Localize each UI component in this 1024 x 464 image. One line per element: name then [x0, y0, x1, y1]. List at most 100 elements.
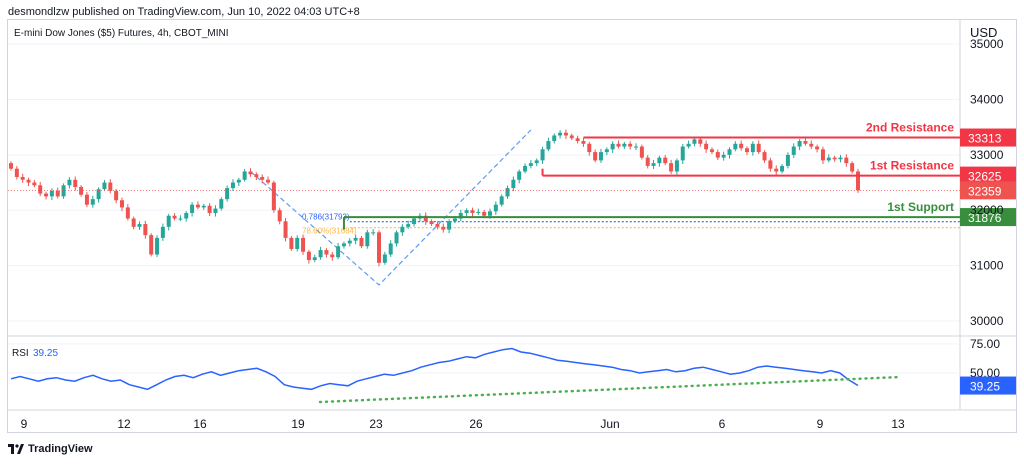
- time-tick-label: 9: [817, 417, 824, 431]
- candle-body: [108, 182, 113, 191]
- candle-body: [79, 186, 84, 195]
- candle-body: [248, 171, 253, 175]
- candle-body: [166, 215, 171, 227]
- last-price-value: 32359: [968, 184, 1002, 198]
- currency-label: USD: [970, 25, 997, 40]
- grid-lines: [8, 43, 960, 322]
- candle-body: [803, 141, 808, 144]
- candle-body: [447, 221, 452, 230]
- candle-body: [423, 215, 428, 222]
- price-tick-label: 34000: [970, 93, 1004, 107]
- candle-body: [820, 149, 825, 161]
- candle-body: [236, 179, 241, 183]
- tradingview-logo-icon: [8, 444, 24, 454]
- candle-body: [96, 189, 101, 200]
- candle-body: [435, 224, 440, 227]
- level-price-value: 31876: [968, 211, 1002, 225]
- candle-body: [347, 240, 352, 244]
- fib-level-label: 78.60%(31684): [302, 227, 357, 236]
- level-label: 1st Resistance: [870, 159, 954, 173]
- candle-body: [791, 146, 796, 155]
- candle-body: [499, 196, 504, 205]
- candle-body: [178, 218, 183, 220]
- fib-level-label: 0.786(31793): [302, 213, 350, 222]
- candle-body: [698, 139, 703, 144]
- candle-body: [341, 243, 346, 247]
- candle-body: [628, 143, 633, 147]
- candle-body: [371, 232, 376, 234]
- candle-body: [90, 199, 95, 205]
- candle-body: [809, 143, 814, 147]
- candle-body: [160, 226, 165, 238]
- candle-body: [26, 179, 31, 183]
- candle-body: [55, 190, 60, 197]
- candle-body: [797, 141, 802, 147]
- candle-body: [137, 224, 142, 227]
- candle-body: [826, 157, 831, 161]
- candle-body: [412, 218, 417, 225]
- candle-body: [114, 190, 119, 201]
- candle-body: [686, 143, 691, 147]
- level-price-tag: [960, 128, 1016, 147]
- candle-body: [540, 149, 545, 161]
- rsi-tick-label: 75.00: [970, 337, 1000, 351]
- candle-body: [330, 254, 335, 258]
- candle-body: [493, 204, 498, 212]
- candle-body: [38, 185, 43, 194]
- last-price-tag: [960, 181, 1016, 200]
- candle-body: [14, 168, 19, 177]
- time-tick-label: 16: [193, 417, 207, 431]
- price-tick-label: 35000: [970, 37, 1004, 51]
- candle-body: [604, 149, 609, 153]
- time-tick-label: 19: [291, 417, 305, 431]
- candle-body: [306, 251, 311, 261]
- tradingview-footer[interactable]: TradingView: [8, 443, 93, 455]
- fibonacci-trend-path: [250, 129, 532, 286]
- candle-body: [382, 254, 387, 263]
- candle-body: [20, 177, 25, 180]
- candle-body: [61, 185, 66, 197]
- candle-body: [856, 171, 860, 191]
- candle-body: [569, 135, 574, 139]
- candle-body: [464, 210, 469, 213]
- candle-body: [563, 132, 568, 136]
- chart-svg[interactable]: E-mini Dow Jones ($5) Futures, 4h, CBOT_…: [0, 0, 1024, 440]
- candle-body: [587, 143, 592, 153]
- candle-body: [359, 237, 364, 247]
- candle-body: [715, 152, 720, 158]
- candle-body: [651, 163, 656, 166]
- time-tick-label: 9: [21, 417, 28, 431]
- candle-body: [102, 182, 107, 190]
- candle-body: [581, 141, 586, 144]
- candle-body: [680, 146, 685, 161]
- candle-body: [774, 168, 779, 172]
- candle-body: [119, 200, 124, 208]
- candle-body: [674, 160, 679, 172]
- candle-body: [301, 237, 306, 252]
- candle-body: [365, 232, 370, 247]
- candle-body: [406, 224, 411, 227]
- time-tick-label: 23: [369, 417, 383, 431]
- rsi-line: [10, 347, 859, 391]
- candle-body: [225, 188, 230, 200]
- candle-body: [73, 179, 78, 187]
- time-tick-label: Jun: [600, 417, 619, 431]
- candle-body: [84, 194, 89, 205]
- candle-body: [260, 177, 265, 180]
- rsi-value: 39.25: [33, 348, 58, 359]
- candle-body: [470, 210, 475, 213]
- time-tick-label: 13: [891, 417, 905, 431]
- candle-body: [266, 179, 271, 183]
- candle-body: [190, 204, 195, 213]
- time-tick-label: 26: [469, 417, 483, 431]
- candle-body: [155, 237, 160, 255]
- price-tick-label: 32000: [970, 203, 1004, 217]
- candle-body: [762, 152, 767, 161]
- publisher-header: desmondlzw published on TradingView.com,…: [8, 6, 360, 18]
- candle-body: [207, 205, 212, 213]
- candle-body: [815, 146, 820, 150]
- candle-body: [663, 157, 668, 164]
- candle-body: [441, 226, 446, 230]
- candle-body: [219, 199, 224, 209]
- candle-body: [709, 149, 714, 153]
